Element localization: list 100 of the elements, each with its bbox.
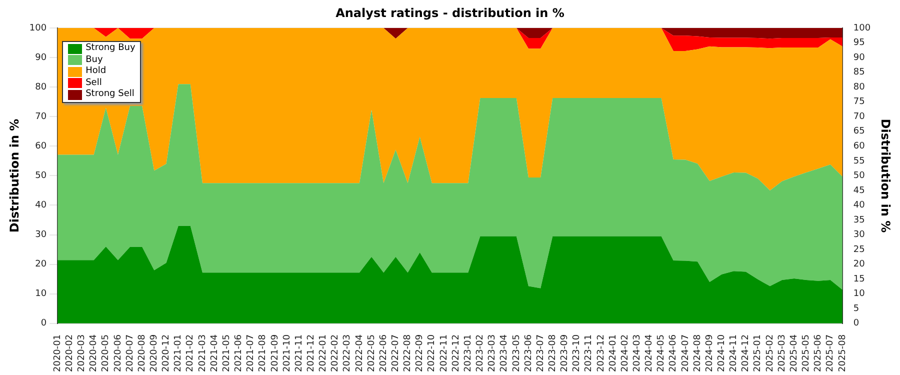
x-tick-label: 2024-02 [620, 334, 630, 372]
y2-tick-label: 80 [853, 82, 866, 92]
y2-tick-label: 30 [853, 230, 866, 240]
y-tick-label: 40 [35, 200, 47, 211]
x-tick-label: 2022-06 [378, 334, 389, 372]
x-tick-label: 2024-12 [741, 334, 752, 372]
y2-tick-label: 95 [853, 38, 865, 48]
x-tick-label: 2024-03 [632, 334, 642, 372]
x-tick-label: 2020-05 [101, 334, 112, 372]
y2-tick-label: 10 [853, 289, 866, 300]
x-tick-label: 2023-03 [488, 334, 498, 372]
series-label: Strong Sell [86, 89, 134, 100]
x-tick-label: 2024-09 [704, 334, 715, 372]
x-tick-label: 2021-02 [186, 334, 196, 372]
y2-tick-label: 60 [853, 142, 866, 152]
x-tick-label: 2022-09 [415, 334, 426, 372]
y2-tick-label: 70 [853, 112, 866, 122]
x-tick-label: 2023-02 [476, 334, 486, 372]
y-tick-label: 100 [29, 23, 47, 34]
x-tick-label: 2021-01 [174, 334, 184, 372]
y2-tick-label: 55 [853, 156, 865, 166]
x-tick-label: 2023-06 [524, 334, 534, 372]
x-tick-label: 2025-08 [838, 334, 848, 372]
x-tick-label: 2022-11 [439, 334, 450, 372]
x-tick-label: 2024-11 [729, 334, 740, 372]
x-tick-label: 2022-04 [354, 334, 365, 372]
y2-tick-label: 85 [853, 68, 865, 78]
y-tick-label: 20 [35, 260, 47, 270]
x-tick-label: 2020-06 [113, 334, 124, 372]
x-tick-label: 2021-07 [246, 334, 256, 372]
x-tick-label: 2024-01 [608, 334, 618, 372]
x-tick-label: 2021-04 [210, 334, 220, 372]
y2-tick-label: 20 [853, 260, 866, 270]
x-tick-label: 2021-05 [222, 334, 232, 372]
x-tick-label: 2021-08 [258, 334, 268, 372]
y-tick-label: 90 [35, 52, 47, 63]
chart-title: Analyst ratings - distribution in % [334, 6, 566, 20]
y2-tick-label: 100 [853, 23, 871, 34]
x-tick-label: 2025-01 [753, 334, 764, 372]
legend-label: Buy [86, 54, 103, 66]
y2-tick-label: 35 [853, 215, 865, 226]
x-tick-label: 2024-04 [644, 334, 655, 372]
x-tick-label: 2025-06 [814, 334, 824, 372]
y2-tick-label: 0 [853, 318, 860, 329]
x-tick-label: 2022-08 [403, 334, 414, 372]
x-tick-label: 2025-07 [826, 334, 836, 372]
y2-tick-label: 50 [853, 171, 866, 182]
x-tick-label: 2023-12 [596, 334, 606, 372]
x-tick-label: 2022-01 [318, 334, 329, 372]
x-tick-label: 2025-03 [777, 334, 788, 372]
x-tick-label: 2025-04 [789, 334, 800, 372]
x-tick-label: 2023-08 [548, 334, 558, 372]
y-tick-label: 0 [40, 318, 47, 329]
x-tick-label: 2023-09 [560, 334, 570, 372]
x-tick-label: 2021-12 [306, 334, 316, 372]
x-tick-label: 2023-07 [536, 334, 546, 372]
y2-tick-label: 90 [853, 52, 866, 63]
x-tick-label: 2025-05 [802, 334, 812, 372]
x-tick-label: 2022-10 [427, 334, 438, 372]
x-tick-label: 2020-02 [64, 334, 75, 372]
y2-tick-label: 15 [853, 274, 865, 284]
x-tick-label: 2023-01 [463, 334, 474, 372]
y-tick-label: 10 [35, 289, 47, 300]
x-tick-label: 2020-04 [89, 334, 100, 372]
x-tick-label: 2024-08 [692, 334, 703, 372]
x-tick-label: 2020-07 [125, 334, 136, 372]
x-tick-label: 2022-12 [451, 334, 462, 372]
x-tick-label: 2023-11 [584, 334, 594, 372]
x-tick-label: 2020-08 [137, 334, 148, 372]
legend-label: Strong Buy [86, 43, 136, 54]
y-tick-label: 30 [35, 230, 47, 240]
x-tick-label: 2023-05 [512, 334, 522, 372]
series-label: Sell [86, 78, 102, 89]
y2-tick-label: 40 [853, 200, 866, 211]
x-tick-label: 2022-07 [391, 334, 402, 372]
y2-tick-label: 25 [853, 244, 865, 255]
x-tick-label: 2023-10 [572, 334, 582, 372]
x-tick-label: 2024-10 [717, 334, 728, 372]
x-tick-label: 2024-07 [680, 334, 691, 372]
y-axis-title: Distribution in % [7, 118, 22, 233]
y-tick-label: 80 [35, 82, 47, 92]
y2-tick-label: 45 [853, 186, 865, 196]
x-tick-label: 2024-06 [668, 334, 679, 372]
y-tick-label: 60 [35, 142, 47, 152]
y2-axis-title: Distribution in % [878, 118, 893, 233]
x-tick-label: 2021-11 [294, 334, 304, 372]
series-label: Hold [86, 66, 106, 78]
x-tick-label: 2024-05 [656, 334, 667, 372]
x-tick-label: 2020-03 [77, 334, 88, 372]
x-tick-label: 2021-03 [198, 334, 208, 372]
x-tick-label: 2022-02 [330, 334, 341, 372]
y-tick-label: 50 [35, 171, 47, 182]
x-tick-label: 2020-09 [150, 334, 160, 372]
y2-tick-label: 75 [853, 97, 865, 108]
x-tick-label: 2021-06 [234, 334, 244, 372]
x-tick-label: 2022-03 [342, 334, 353, 372]
y-tick-label: 70 [35, 112, 47, 122]
y2-tick-label: 65 [853, 126, 865, 137]
x-tick-label: 2020-12 [162, 334, 172, 372]
y2-tick-label: 5 [853, 304, 860, 314]
